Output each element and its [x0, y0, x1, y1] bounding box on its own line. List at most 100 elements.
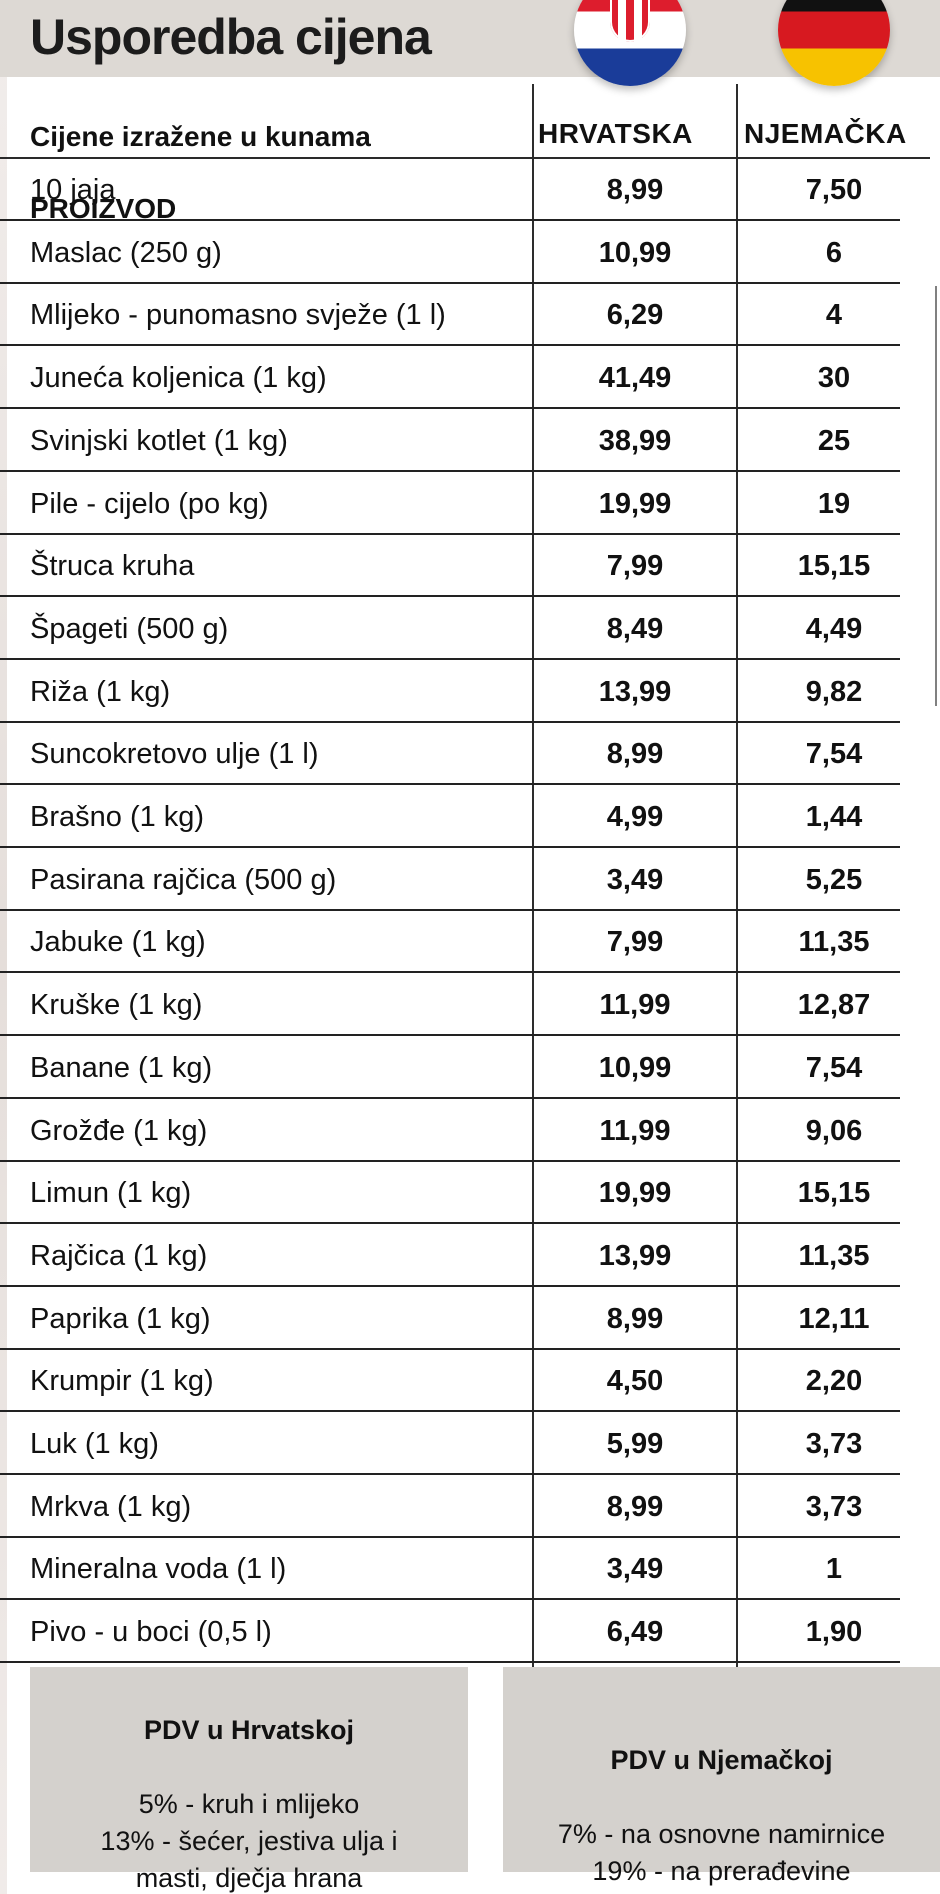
product-name: Štruca kruha	[30, 550, 195, 583]
germany-price: 6	[825, 236, 843, 269]
row-divider	[0, 1347, 900, 1350]
row-divider	[0, 1473, 900, 1475]
croatia-price: 3,49	[606, 1553, 664, 1586]
germany-price: 1,90	[805, 1616, 863, 1649]
table-row: Krumpir (1 kg) 4,50 2,20	[0, 1350, 940, 1413]
germany-price: 2,20	[805, 1365, 863, 1398]
row-divider	[0, 1222, 900, 1225]
product-name: Špageti (500 g)	[30, 612, 229, 645]
row-divider	[0, 783, 900, 786]
table-row: Riža (1 kg) 13,99 9,82	[0, 661, 940, 723]
croatia-price: 13,99	[598, 1239, 672, 1272]
product-name: Pivo - u boci (0,5 l)	[30, 1616, 272, 1649]
croatia-price: 10,99	[598, 236, 672, 269]
currency-note: Cijene izražene u kunama	[30, 121, 371, 152]
table-row: Brašno (1 kg) 4,99 1,44	[0, 786, 940, 848]
germany-price: 19	[817, 487, 851, 520]
croatia-price: 11,99	[599, 1114, 671, 1147]
table-row: Mineralna voda (1 l) 3,49 1	[0, 1538, 940, 1601]
row-divider	[0, 407, 900, 410]
row-divider	[0, 219, 900, 221]
croatia-price: 8,99	[606, 174, 664, 206]
row-divider	[0, 1598, 900, 1601]
table-row: Svinjski kotlet (1 kg) 38,99 25	[0, 410, 940, 472]
germany-price: 3,73	[805, 1490, 863, 1523]
row-divider	[0, 532, 900, 535]
germany-price: 15,15	[797, 550, 871, 583]
row-divider	[0, 846, 900, 848]
table-row: Pile - cijelo (po kg) 19,99 19	[0, 473, 940, 535]
table-column-divider-germany	[736, 84, 738, 1673]
product-name: Pasirana rajčica (500 g)	[30, 863, 337, 896]
germany-vat-title: PDV u Njemačkoj	[610, 1745, 833, 1775]
croatia-price: 6,49	[606, 1616, 664, 1649]
croatia-price: 8,99	[606, 1490, 664, 1523]
germany-price: 3,73	[805, 1428, 863, 1460]
germany-price: 11,35	[798, 926, 870, 959]
table-row: Štruca kruha 7,99 15,15	[0, 535, 940, 598]
row-divider	[0, 1410, 900, 1413]
table-row: Jabuke (1 kg) 7,99 11,35	[0, 911, 940, 974]
croatia-price: 8,99	[606, 1302, 664, 1335]
germany-vat-text: 7% - na osnovne namirnice 19% - na prera…	[557, 1819, 886, 1886]
germany-flag-icon	[778, 0, 890, 86]
table-row: Banane (1 kg) 10,99 7,54	[0, 1037, 940, 1099]
croatia-vat-box: PDV u Hrvatskoj 5% - kruh i mlijeko 13% …	[30, 1667, 468, 1893]
germany-price: 4,49	[805, 612, 863, 645]
table-row: Mrkva (1 kg) 8,99 3,73	[0, 1476, 940, 1538]
table-row: Suncokretovo ulje (1 l) 8,99 7,54	[0, 723, 940, 786]
croatia-price: 8,99	[606, 738, 664, 771]
germany-price: 12,87	[797, 989, 871, 1022]
germany-price: 11,35	[798, 1239, 870, 1272]
croatia-price: 10,99	[598, 1051, 672, 1084]
product-name: Riža (1 kg)	[30, 675, 171, 708]
product-name: Luk (1 kg)	[30, 1428, 159, 1460]
product-name: Mrkva (1 kg)	[30, 1490, 192, 1523]
croatia-price: 7,99	[606, 926, 664, 959]
table-row: Pasirana rajčica (500 g) 3,49 5,25	[0, 849, 940, 911]
product-name: Grožđe (1 kg)	[30, 1114, 208, 1147]
table-column-divider-croatia	[532, 84, 534, 1673]
germany-price: 15,15	[797, 1177, 871, 1210]
product-name: Suncokretovo ulje (1 l)	[30, 738, 319, 771]
germany-price: 4	[825, 299, 843, 332]
germany-column-header: NJEMAČKA	[744, 118, 907, 149]
right-table-edge-line	[935, 286, 937, 706]
row-divider	[0, 595, 900, 598]
croatia-flag-icon	[574, 0, 686, 86]
row-divider	[0, 1661, 900, 1664]
germany-price: 7,50	[805, 174, 863, 206]
germany-price: 30	[817, 362, 851, 395]
germany-price: 5,25	[805, 863, 863, 896]
croatia-price: 5,99	[606, 1428, 664, 1460]
croatia-vat-text: 5% - kruh i mlijeko 13% - šećer, jestiva…	[100, 1789, 398, 1893]
croatia-vat-title: PDV u Hrvatskoj	[143, 1715, 355, 1745]
product-name: Kruške (1 kg)	[30, 989, 203, 1022]
product-name: Banane (1 kg)	[30, 1051, 213, 1084]
croatia-price: 7,99	[606, 550, 664, 583]
row-divider	[0, 657, 900, 660]
row-divider	[0, 908, 900, 911]
product-name: Pile - cijelo (po kg)	[30, 487, 269, 520]
product-name: Svinjski kotlet (1 kg)	[30, 424, 288, 457]
row-divider	[0, 1034, 900, 1037]
croatia-price: 11,99	[599, 989, 671, 1022]
croatia-price: 3,49	[606, 863, 664, 896]
row-divider	[0, 1096, 900, 1099]
germany-price: 25	[817, 424, 851, 457]
table-row: Mlijeko - punomasno svježe (1 l) 6,29 4	[0, 284, 940, 347]
table-subheader: Cijene izražene u kunama PROIZVOD	[30, 83, 530, 227]
croatia-price: 38,99	[598, 424, 672, 457]
table-header-divider	[0, 157, 930, 159]
product-name: Paprika (1 kg)	[30, 1302, 211, 1335]
row-divider	[0, 344, 900, 347]
table-row: Limun (1 kg) 19,99 15,15	[0, 1162, 940, 1225]
germany-price: 7,54	[805, 1051, 863, 1084]
table-row: Pivo - u boci (0,5 l) 6,49 1,90	[0, 1601, 940, 1664]
table-row: Kruške (1 kg) 11,99 12,87	[0, 974, 940, 1037]
page-title: Usporedba cijena	[30, 9, 432, 65]
product-name: Juneća koljenica (1 kg)	[30, 362, 327, 395]
table-row: Grožđe (1 kg) 11,99 9,06	[0, 1100, 940, 1162]
croatia-price: 8,49	[606, 612, 664, 645]
